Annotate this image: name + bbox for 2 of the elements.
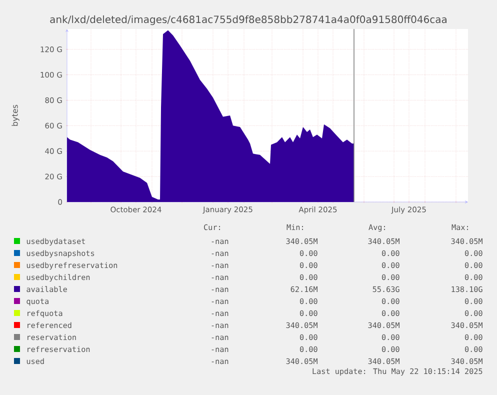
y-axis-title: bytes [12,104,20,126]
chart-title: ank/lxd/deleted/images/c4681ac755d9f8e858bb278741a4a0f0a91580ff046caa [50,15,446,26]
